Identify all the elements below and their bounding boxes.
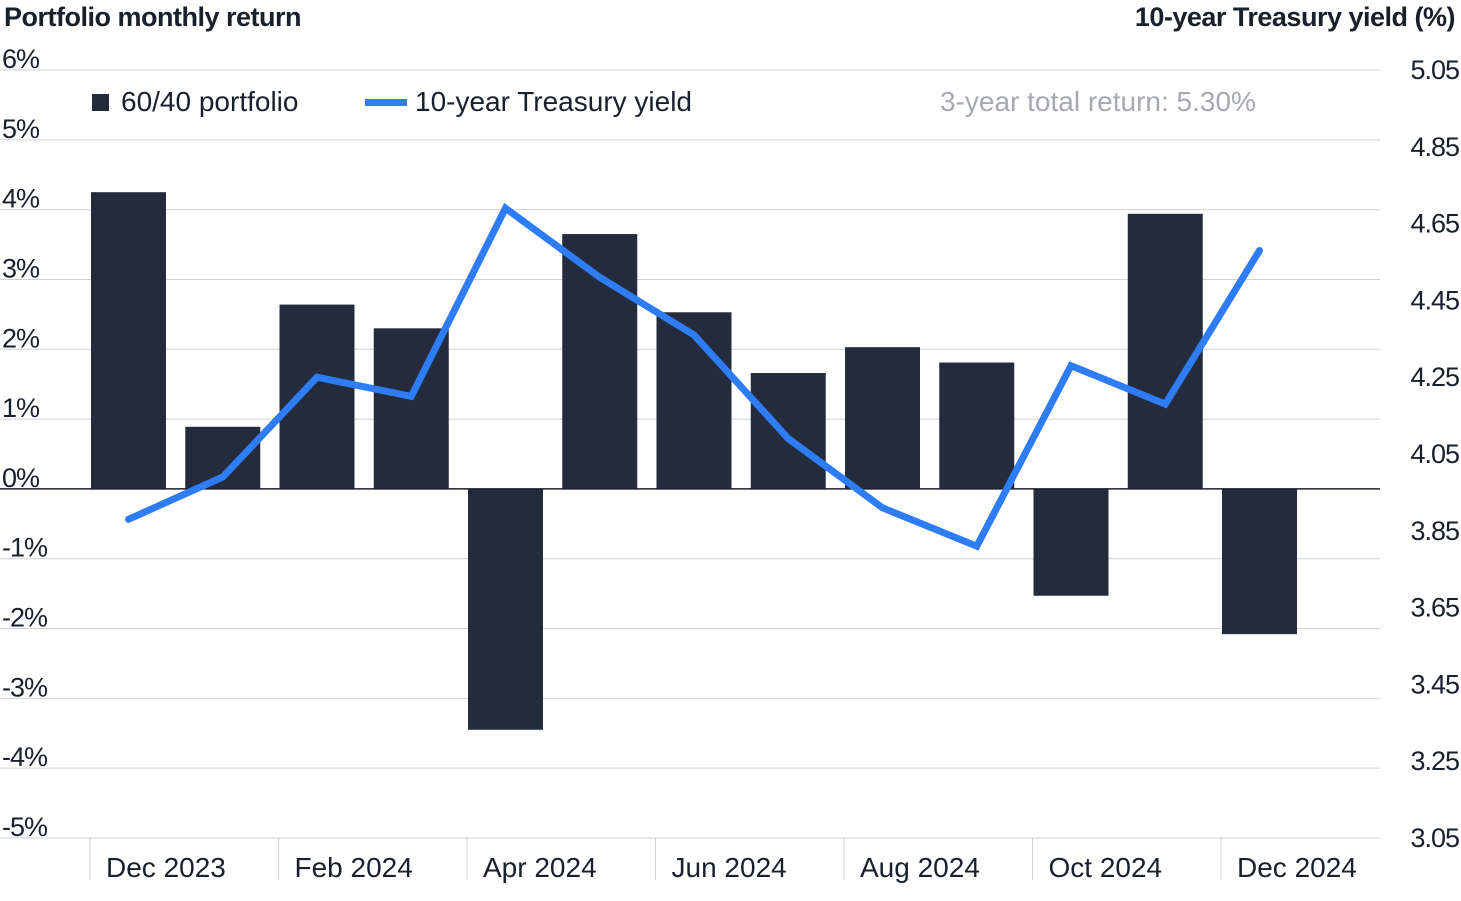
right-tick-label: 3.45	[1410, 669, 1459, 699]
right-tick-label: 4.45	[1410, 285, 1459, 315]
right-tick-label: 4.25	[1410, 362, 1459, 392]
bar-dec-2024	[1222, 488, 1297, 635]
left-tick-label: 1%	[2, 393, 40, 423]
x-tick-label: Dec 2024	[1237, 852, 1357, 883]
left-tick-label: 0%	[2, 463, 40, 493]
legend-swatch-bar	[92, 93, 109, 111]
right-axis-title: 10-year Treasury yield (%)	[1134, 2, 1456, 32]
right-tick-label: 5.05	[1410, 55, 1459, 85]
left-tick-label: -1%	[2, 533, 48, 563]
bar-oct-2024	[1033, 488, 1109, 596]
line-series	[125, 202, 1263, 551]
left-axis-title: Portfolio monthly return	[4, 2, 301, 32]
x-tick-label: Apr 2024	[483, 852, 597, 883]
x-tick-label: Aug 2024	[860, 852, 980, 883]
left-tick-label: 4%	[2, 184, 40, 214]
left-tick-label: -5%	[2, 812, 48, 842]
bar-feb-2024	[279, 304, 355, 489]
bar-apr-2024	[468, 488, 543, 730]
left-tick-label: 2%	[2, 323, 40, 353]
left-tick-label: 5%	[2, 114, 40, 144]
legend-item-portfolio: 60/40 portfolio	[92, 86, 298, 118]
total-return-annotation: 3-year total return: 5.30%	[940, 86, 1256, 117]
right-tick-label: 3.25	[1410, 746, 1459, 776]
left-tick-label: -4%	[2, 742, 48, 772]
bar-mar-2024	[373, 328, 449, 489]
left-tick-label: 3%	[2, 253, 40, 283]
left-axis-ticks: 6% 5% 4% 3% 2% 1% 0% -1% -2% -3% -4% -5%	[2, 44, 49, 842]
right-tick-label: 3.85	[1410, 516, 1459, 546]
legend-swatch-line	[365, 98, 407, 106]
bar-series	[91, 192, 1297, 730]
right-axis-ticks: 5.05 4.85 4.65 4.45 4.25 4.05 3.85 3.65 3.45 3.25…	[1410, 55, 1460, 853]
right-tick-label: 3.05	[1410, 823, 1459, 853]
left-tick-label: -2%	[2, 603, 48, 633]
x-tick-label: Dec 2023	[106, 852, 226, 883]
bar-nov-2024	[1127, 213, 1203, 489]
x-tick-label: Feb 2024	[295, 852, 413, 883]
treasury-yield-line	[125, 202, 1263, 551]
legend-item-treasury: 10-year Treasury yield	[365, 86, 692, 118]
right-tick-label: 4.85	[1410, 132, 1459, 162]
x-tick-label: Oct 2024	[1049, 852, 1163, 883]
right-tick-label: 3.65	[1410, 593, 1459, 623]
bar-sep-2024	[939, 362, 1015, 489]
legend-label-treasury: 10-year Treasury yield	[415, 86, 693, 117]
left-tick-label: 6%	[2, 44, 40, 74]
bar-jun-2024	[656, 312, 732, 489]
x-axis-ticks: Dec 2023 Feb 2024 Apr 2024 Jun 2024 Aug 2024…	[89, 838, 1357, 883]
x-tick-label: Jun 2024	[672, 852, 787, 883]
bar-dec-2023	[91, 192, 166, 489]
bar-may-2024	[562, 234, 638, 489]
legend-label-portfolio: 60/40 portfolio	[121, 86, 299, 117]
right-tick-label: 4.65	[1410, 209, 1459, 239]
left-tick-label: -3%	[2, 672, 48, 702]
bar-jul-2024	[750, 373, 826, 489]
bar-aug-2024	[845, 347, 920, 489]
right-tick-label: 4.05	[1410, 439, 1459, 469]
